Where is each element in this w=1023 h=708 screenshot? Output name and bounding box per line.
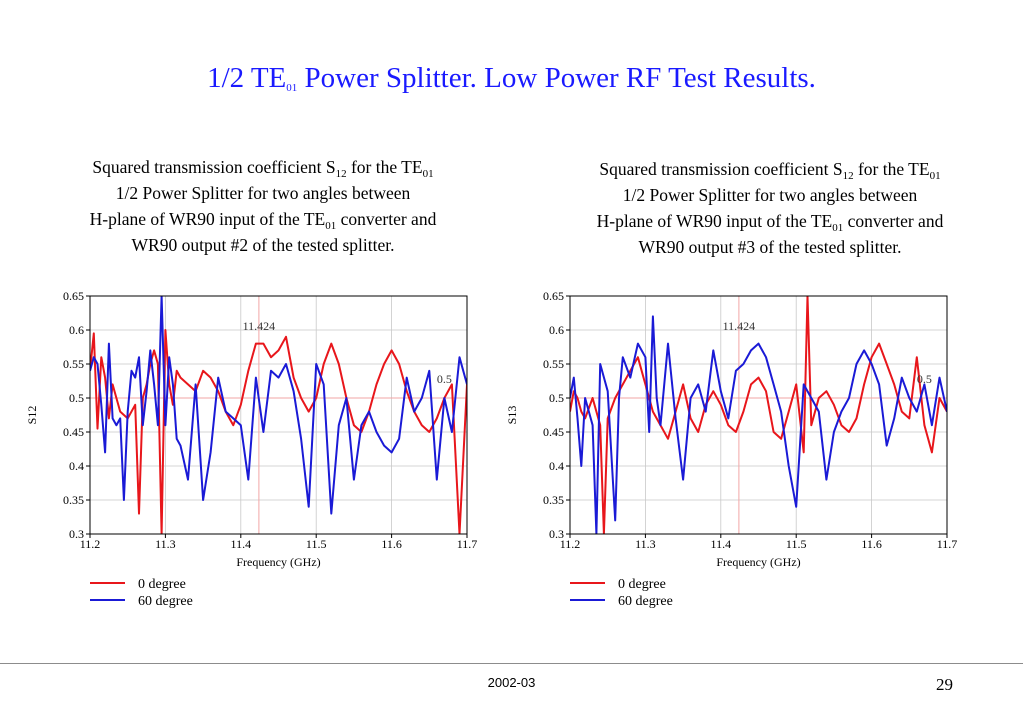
caption-right: Squared transmission coefficient S12 for… <box>596 159 944 257</box>
page-number: 29 <box>936 675 953 694</box>
legend-label: 60 degree <box>138 594 193 609</box>
y-tick-label: 0.45 <box>543 425 564 439</box>
series-line-red <box>570 296 947 534</box>
y-tick-label: 0.6 <box>549 323 564 337</box>
annotation-label: 0.5 <box>437 372 452 386</box>
x-tick-label: 11.6 <box>381 537 402 551</box>
y-tick-label: 0.35 <box>543 493 564 507</box>
x-tick-label: 11.4 <box>231 537 252 551</box>
series-line-blue <box>570 315 947 534</box>
caption-left: Squared transmission coefficient S12 for… <box>89 157 437 255</box>
x-tick-label: 11.3 <box>155 537 176 551</box>
y-tick-label: 0.3 <box>549 527 564 541</box>
annotation-label: 11.424 <box>243 319 276 333</box>
annotation-label: 0.5 <box>917 372 932 386</box>
chart-s13: 0.65 0.6 0.55 0.5 0.45 0.4 0.35 0.311.2 11.3 11.4… <box>505 289 958 609</box>
footer-date: 2002-03 <box>487 675 536 690</box>
series-line-blue <box>90 296 467 515</box>
y-axis-label: S13 <box>505 406 519 425</box>
y-tick-label: 0.45 <box>63 425 84 439</box>
x-tick-label: 11.2 <box>560 537 581 551</box>
legend-label: 0 degree <box>138 577 186 592</box>
y-tick-label: 0.6 <box>69 323 84 337</box>
y-tick-label: 0.65 <box>63 289 84 303</box>
x-tick-label: 11.3 <box>635 537 656 551</box>
y-tick-label: 0.65 <box>543 289 564 303</box>
plot-frame <box>569 295 948 535</box>
y-tick-label: 0.4 <box>69 459 84 473</box>
x-tick-label: 11.2 <box>80 537 101 551</box>
x-tick-label: 11.7 <box>937 537 958 551</box>
x-tick-label: 11.5 <box>306 537 327 551</box>
y-tick-label: 0.3 <box>69 527 84 541</box>
x-tick-label: 11.7 <box>457 537 478 551</box>
y-tick-label: 0.35 <box>63 493 84 507</box>
x-tick-label: 11.6 <box>861 537 882 551</box>
y-tick-label: 0.5 <box>69 391 84 405</box>
x-axis-label: Frequency (GHz) <box>716 555 800 569</box>
x-axis-label: Frequency (GHz) <box>236 555 320 569</box>
slide-title: 1/2 TE01 Power Splitter. Low Power RF Te… <box>207 62 816 94</box>
footer-divider <box>0 663 1023 664</box>
chart-s12: 0.65 0.6 0.55 0.5 0.45 0.4 0.35 0.311.2 11.3 11.4… <box>25 289 478 609</box>
legend-label: 60 degree <box>618 594 673 609</box>
legend-label: 0 degree <box>618 577 666 592</box>
y-tick-label: 0.5 <box>549 391 564 405</box>
y-tick-label: 0.55 <box>543 357 564 371</box>
plot-frame <box>89 295 468 535</box>
series-line-red <box>90 329 467 534</box>
y-tick-label: 0.4 <box>549 459 564 473</box>
y-axis-label: S12 <box>25 406 39 425</box>
y-tick-label: 0.55 <box>63 357 84 371</box>
x-tick-label: 11.4 <box>711 537 732 551</box>
x-tick-label: 11.5 <box>786 537 807 551</box>
annotation-label: 11.424 <box>723 319 756 333</box>
